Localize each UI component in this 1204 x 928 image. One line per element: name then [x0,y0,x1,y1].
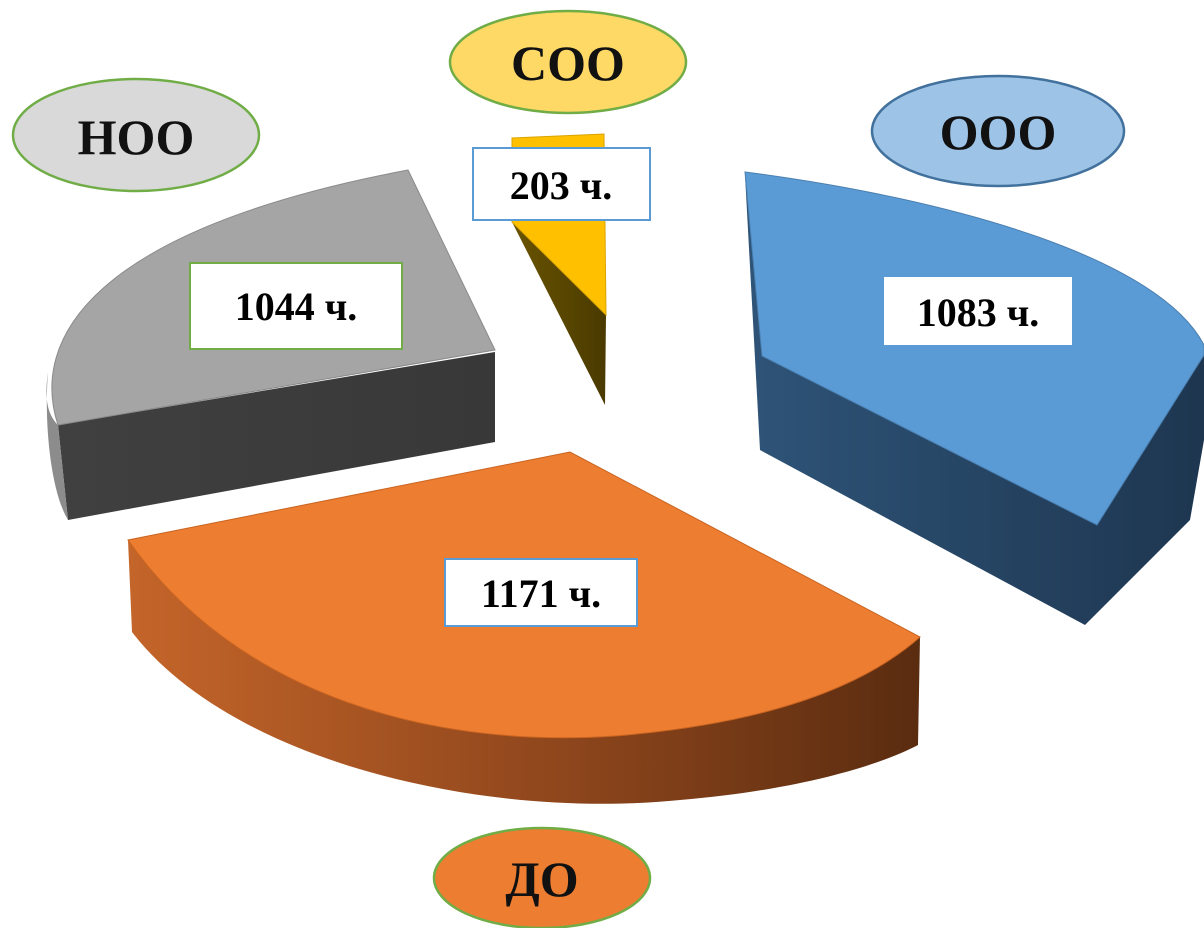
legend-label-noo: НОО [78,109,195,165]
legend-soo: СОО [448,9,688,115]
value-box-soo: 203 ч. [472,147,651,221]
value-label-do: 1171 ч. [481,571,601,616]
value-box-do: 1171 ч. [444,558,638,627]
slice-edge-noo [46,372,68,520]
slice-side-ooo [745,172,1204,625]
legend-ooo: ООО [870,74,1126,188]
legend-do: ДО [432,826,652,928]
legend-label-ooo: ООО [940,104,1057,160]
legend-label-do: ДО [505,851,578,907]
legend-label-soo: СОО [511,35,625,91]
slice-side-soo [512,222,606,405]
value-label-soo: 203 ч. [510,163,613,208]
value-label-ooo: 1083 ч. [917,290,1040,335]
slice-side-do [128,540,920,804]
value-box-noo: 1044 ч. [189,262,403,350]
value-box-ooo: 1083 ч. [882,275,1074,347]
slice-side-noo [58,352,495,520]
value-label-noo: 1044 ч. [235,284,358,329]
legend-noo: НОО [11,77,261,193]
